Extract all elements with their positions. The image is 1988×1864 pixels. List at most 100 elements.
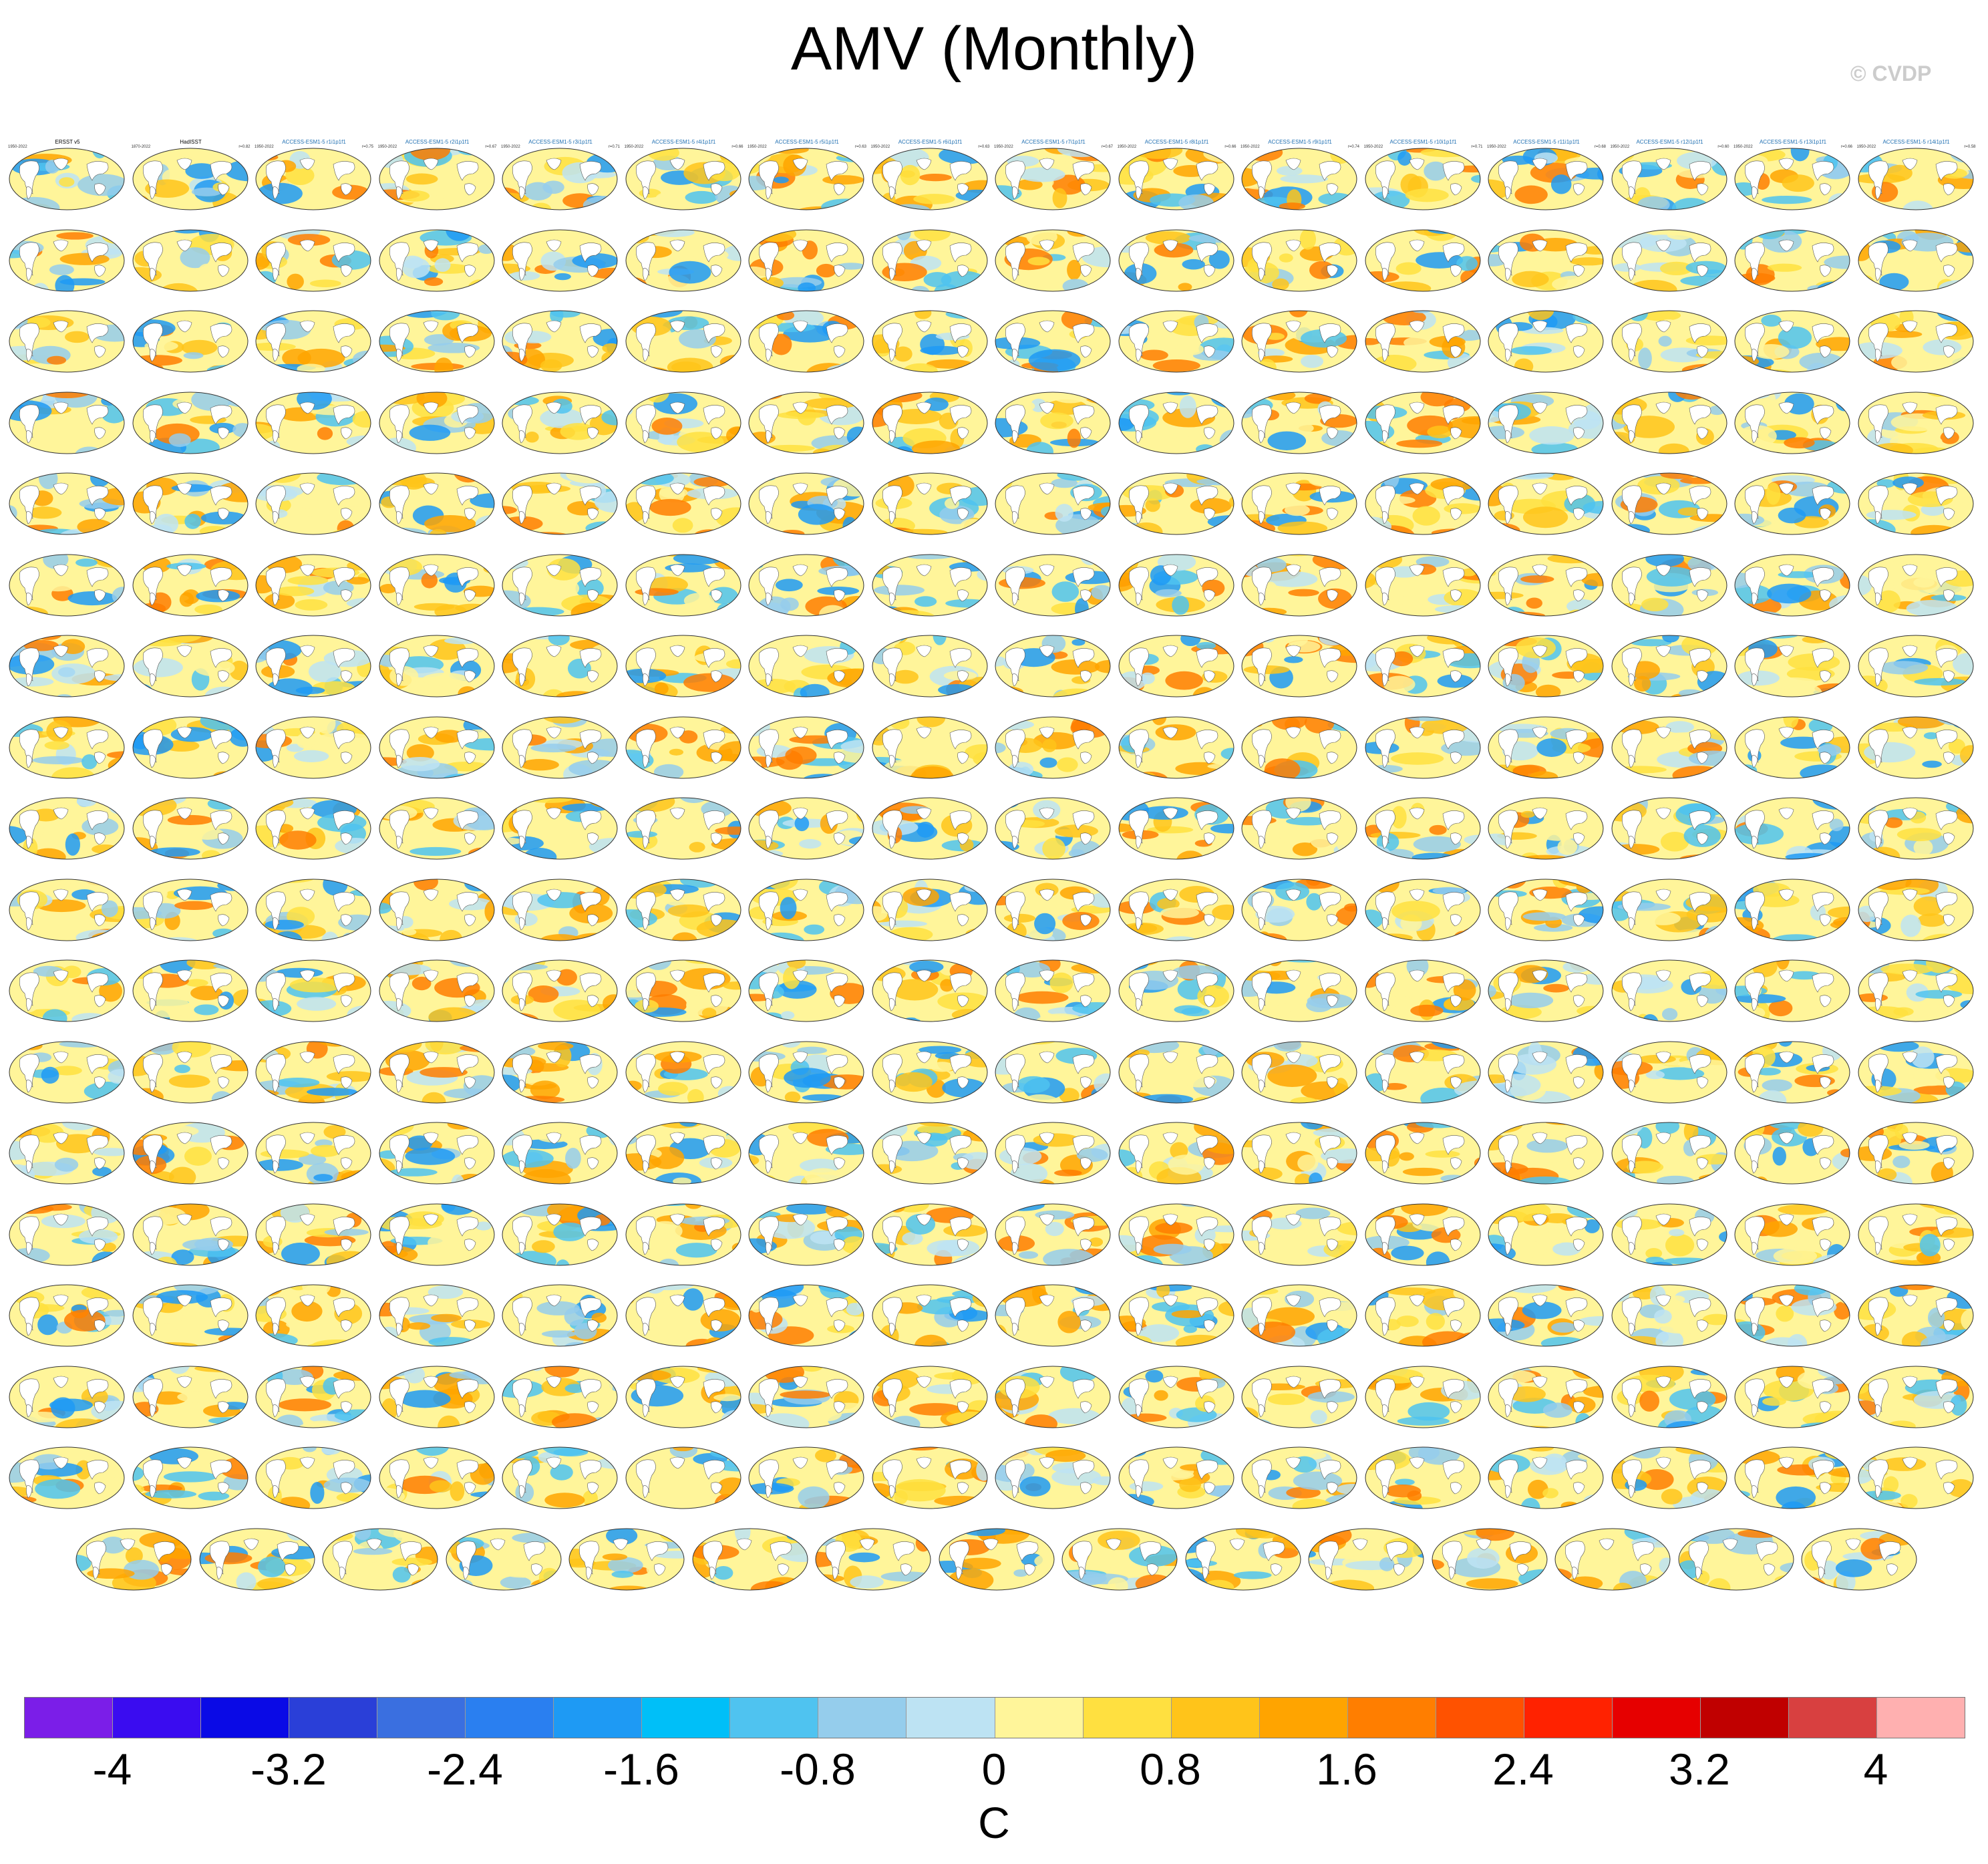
sst-anomaly-map bbox=[379, 879, 494, 941]
panel-correlation: r=0.66 bbox=[731, 145, 743, 149]
colorbar-box bbox=[995, 1698, 1084, 1738]
sst-anomaly-map bbox=[9, 635, 125, 697]
sst-anomaly-map bbox=[1118, 879, 1234, 941]
sst-anomaly-map bbox=[255, 1041, 371, 1103]
map-panel bbox=[1609, 951, 1731, 1030]
map-panel bbox=[1239, 870, 1361, 949]
map-panel bbox=[1116, 1195, 1238, 1273]
panel-years: 1950-2022 bbox=[1610, 145, 1630, 149]
panel-title: ACCESS-ESM1-5 r3i1p1f1 bbox=[528, 139, 593, 145]
sst-anomaly-map bbox=[132, 1366, 248, 1428]
sst-anomaly-map bbox=[1611, 554, 1727, 616]
map-panel bbox=[253, 1113, 375, 1192]
sst-anomaly-map bbox=[1734, 554, 1850, 616]
map-panel bbox=[73, 1519, 195, 1598]
sst-anomaly-map bbox=[1241, 797, 1357, 860]
map-panel bbox=[993, 626, 1114, 705]
sst-anomaly-map bbox=[132, 554, 248, 616]
map-panel bbox=[130, 788, 252, 867]
map-panel bbox=[1239, 1275, 1361, 1354]
sst-anomaly-map bbox=[1611, 1446, 1727, 1509]
map-panel bbox=[1856, 951, 1977, 1030]
sst-anomaly-map bbox=[872, 392, 987, 454]
sst-anomaly-map bbox=[1365, 1041, 1480, 1103]
colorbar-box bbox=[554, 1698, 643, 1738]
map-panel bbox=[320, 1519, 442, 1598]
sst-anomaly-map bbox=[1611, 716, 1727, 778]
panel-title: ACCESS-ESM1-5 r5i1p1f1 bbox=[775, 139, 839, 145]
map-panel bbox=[1486, 1113, 1607, 1192]
map-panel bbox=[993, 1032, 1114, 1111]
sst-anomaly-map bbox=[1858, 716, 1973, 778]
sst-anomaly-map bbox=[1734, 1122, 1850, 1185]
sst-anomaly-map bbox=[255, 1366, 371, 1428]
sst-anomaly-map bbox=[502, 1203, 618, 1265]
map-panel bbox=[1363, 1357, 1484, 1436]
map-panel bbox=[377, 1032, 498, 1111]
map-panel bbox=[870, 951, 991, 1030]
map-panel bbox=[1116, 1032, 1238, 1111]
map-panel bbox=[870, 545, 991, 624]
sst-anomaly-map bbox=[1734, 959, 1850, 1022]
map-panel bbox=[746, 1113, 868, 1192]
sst-anomaly-map bbox=[502, 472, 618, 535]
sst-anomaly-map bbox=[1241, 392, 1357, 454]
map-panel bbox=[870, 1195, 991, 1273]
sst-anomaly-map bbox=[872, 1366, 987, 1428]
sst-anomaly-map bbox=[1241, 716, 1357, 778]
map-panel bbox=[7, 1275, 128, 1354]
map-panel bbox=[1732, 708, 1854, 786]
sst-anomaly-map bbox=[502, 148, 618, 210]
colorbar-box bbox=[642, 1698, 731, 1738]
map-panel bbox=[1116, 545, 1238, 624]
map-panel bbox=[377, 1438, 498, 1517]
map-panel bbox=[1486, 708, 1607, 786]
sst-anomaly-map bbox=[1061, 1528, 1178, 1590]
map-panel bbox=[377, 545, 498, 624]
sst-anomaly-map bbox=[872, 797, 987, 860]
map-panel: ACCESS-ESM1-5 r9i1p1f1 1950-2022 r=0.74 bbox=[1239, 139, 1361, 218]
map-panel bbox=[7, 788, 128, 867]
sst-anomaly-map bbox=[255, 797, 371, 860]
sst-anomaly-map bbox=[502, 959, 618, 1022]
sst-anomaly-map bbox=[1365, 472, 1480, 535]
map-panel bbox=[623, 1032, 745, 1111]
map-panel: ACCESS-ESM1-5 r6i1p1f1 1950-2022 r=0.63 bbox=[870, 139, 991, 218]
map-panel bbox=[253, 951, 375, 1030]
panel-title: ACCESS-ESM1-5 r9i1p1f1 bbox=[1268, 139, 1332, 145]
map-panel bbox=[253, 545, 375, 624]
sst-anomaly-map bbox=[995, 879, 1111, 941]
colorbar-tick-label: 4 bbox=[1863, 1744, 1888, 1794]
sst-anomaly-map bbox=[1734, 472, 1850, 535]
sst-anomaly-map bbox=[995, 472, 1111, 535]
sst-anomaly-map bbox=[1241, 310, 1357, 373]
map-panel bbox=[500, 220, 621, 299]
map-panel bbox=[1732, 464, 1854, 542]
map-panel bbox=[377, 708, 498, 786]
sst-anomaly-map bbox=[255, 1122, 371, 1185]
sst-anomaly-map bbox=[1488, 879, 1604, 941]
sst-anomaly-map bbox=[995, 1041, 1111, 1103]
map-panel bbox=[1486, 626, 1607, 705]
sst-anomaly-map bbox=[255, 635, 371, 697]
sst-anomaly-map bbox=[625, 959, 741, 1022]
map-panel bbox=[993, 708, 1114, 786]
sst-anomaly-map bbox=[1488, 1366, 1604, 1428]
map-panel bbox=[1116, 301, 1238, 380]
sst-anomaly-map bbox=[255, 1446, 371, 1509]
sst-anomaly-map bbox=[625, 310, 741, 373]
sst-anomaly-map bbox=[748, 310, 864, 373]
map-panel bbox=[623, 383, 745, 462]
map-panel bbox=[1609, 464, 1731, 542]
map-panel bbox=[7, 870, 128, 949]
sst-anomaly-map bbox=[995, 229, 1111, 291]
map-panel: ACCESS-ESM1-5 r8i1p1f1 1950-2022 r=0.66 bbox=[1116, 139, 1238, 218]
map-panel: ACCESS-ESM1-5 r10i1p1f1 1950-2022 r=0.71 bbox=[1363, 139, 1484, 218]
map-panel bbox=[746, 464, 868, 542]
map-panel bbox=[7, 1438, 128, 1517]
sst-anomaly-map bbox=[9, 1203, 125, 1265]
map-panel bbox=[623, 788, 745, 867]
sst-anomaly-map bbox=[199, 1528, 315, 1590]
sst-anomaly-map bbox=[502, 310, 618, 373]
sst-anomaly-map bbox=[1118, 1366, 1234, 1428]
